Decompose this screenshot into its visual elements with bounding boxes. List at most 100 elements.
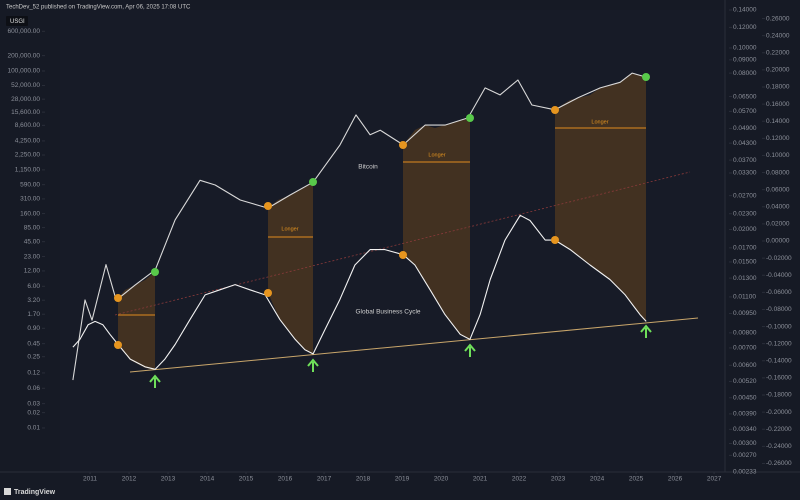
y-tick-label: -0.16000 <box>766 375 792 382</box>
series-label: Bitcoin <box>358 164 378 171</box>
x-tick-label: 2019 <box>395 476 410 483</box>
arrow <box>640 324 652 338</box>
x-tick-label: 2013 <box>161 476 176 483</box>
y-tick-label: 0.02300 <box>733 210 757 217</box>
shaded-region <box>268 182 313 355</box>
y-tick-label: -0.06000 <box>766 289 792 296</box>
y-tick-label: 0.04900 <box>733 125 757 132</box>
series-line <box>72 72 647 381</box>
shaded-regions <box>118 73 646 370</box>
shaded-region <box>555 73 646 322</box>
trend-line <box>114 171 691 316</box>
y-tick-label: 8,600.00 <box>15 122 41 129</box>
y-tick-label: 0.12000 <box>733 24 757 31</box>
y-tick-label: 0.01500 <box>733 259 757 266</box>
y-tick-label: 0.00950 <box>733 310 757 317</box>
y-tick-label: 590.00 <box>20 181 40 188</box>
y-tick-label: 0.22000 <box>766 49 790 56</box>
x-tick-label: 2016 <box>278 476 293 483</box>
end-dots <box>151 73 650 276</box>
y-tick-label: -0.18000 <box>766 392 792 399</box>
y-tick-label: 15,600.00 <box>11 109 40 116</box>
y-tick-label: 23.00 <box>24 253 41 260</box>
x-tick-label: 2023 <box>551 476 566 483</box>
y-tick-label: 28,000.00 <box>11 96 40 103</box>
x-tick-label: 2024 <box>590 476 605 483</box>
y-tick-label: 310.00 <box>20 196 40 203</box>
y-tick-label: 0.06500 <box>733 93 757 100</box>
y-tick-label: 100,000.00 <box>7 68 40 75</box>
x-tick-label: 2011 <box>83 476 97 483</box>
y-tick-label: 0.10000 <box>733 45 757 52</box>
x-tick-label: 2026 <box>668 476 683 483</box>
annotation: Longer <box>428 152 445 158</box>
series-line <box>72 214 647 370</box>
y-tick-label: 0.06 <box>27 385 40 392</box>
y-tick-label: 0.00000 <box>766 238 790 245</box>
dot <box>399 141 407 149</box>
y-tick-label: 0.00800 <box>733 330 757 337</box>
y-tick-label: 45.00 <box>24 238 41 245</box>
y-tick-label: -0.12000 <box>766 340 792 347</box>
y-tick-label: 0.08000 <box>766 169 790 176</box>
dot <box>264 202 272 210</box>
y-tick-label: 0.10000 <box>766 152 790 159</box>
y-tick-label: 0.24000 <box>766 32 790 39</box>
x-tick-label: 2021 <box>473 476 488 483</box>
dot <box>551 236 559 244</box>
y-tick-label: 0.00270 <box>733 452 757 459</box>
y-tick-label: 0.04300 <box>733 140 757 147</box>
y-tick-label: 0.45 <box>27 340 40 347</box>
arrow <box>149 374 161 388</box>
dot <box>466 114 474 122</box>
y-tick-label: 0.03300 <box>733 170 757 177</box>
x-tick-label: 2025 <box>629 476 644 483</box>
dot <box>151 268 159 276</box>
y-tick-label: -0.22000 <box>766 426 792 433</box>
green-arrows <box>149 324 652 388</box>
y-tick-label: -0.10000 <box>766 323 792 330</box>
footer-logo: TradingView <box>14 489 56 496</box>
trend-line <box>129 317 699 373</box>
y-tick-label: 0.02000 <box>733 226 757 233</box>
y-tick-label: 0.20000 <box>766 67 790 74</box>
y-tick-label: 2,250.00 <box>15 152 41 159</box>
y-tick-label: 3.20 <box>27 297 40 304</box>
y-tick-label: 4,250.00 <box>15 138 41 145</box>
symbol: USGI <box>10 19 25 25</box>
y-tick-label: 0.04000 <box>766 203 790 210</box>
symbol-box <box>6 16 28 26</box>
x-tick-label: 2018 <box>356 476 371 483</box>
dot <box>114 294 122 302</box>
y-tick-label: 0.05700 <box>733 108 757 115</box>
dot <box>551 106 559 114</box>
dot <box>642 73 650 81</box>
y-tick-label: -0.20000 <box>766 409 792 416</box>
x-tick-label: 2014 <box>200 476 215 483</box>
y-tick-label: -0.04000 <box>766 272 792 279</box>
arrow <box>307 358 319 372</box>
x-tick-label: 2015 <box>239 476 254 483</box>
annotation: Longer <box>591 119 608 125</box>
y-tick-label: 0.14000 <box>766 118 790 125</box>
annotation: Longer <box>281 226 298 232</box>
y-tick-label: 0.01 <box>27 425 40 432</box>
y-tick-label: 0.02700 <box>733 192 757 199</box>
x-tick-label: 2022 <box>512 476 527 483</box>
y-tick-label: -0.14000 <box>766 357 792 364</box>
y-tick-label: 0.16000 <box>766 101 790 108</box>
x-tick-label: 2020 <box>434 476 449 483</box>
shaded-region <box>118 272 155 370</box>
dot <box>309 178 317 186</box>
x-tick-label: 2017 <box>317 476 332 483</box>
y-tick-label: 0.06000 <box>766 186 790 193</box>
y-tick-label: 0.02000 <box>766 221 790 228</box>
y-tick-label: 0.01100 <box>733 294 756 301</box>
x-tick-label: 2012 <box>122 476 137 483</box>
y-tick-label: 200,000.00 <box>7 52 40 59</box>
y-tick-label: 0.01700 <box>733 245 757 252</box>
arrow <box>464 343 476 357</box>
y-tick-label: 0.12000 <box>766 135 790 142</box>
y-tick-label: 0.00233 <box>733 469 757 476</box>
y-tick-label: 600,000.00 <box>7 28 40 35</box>
